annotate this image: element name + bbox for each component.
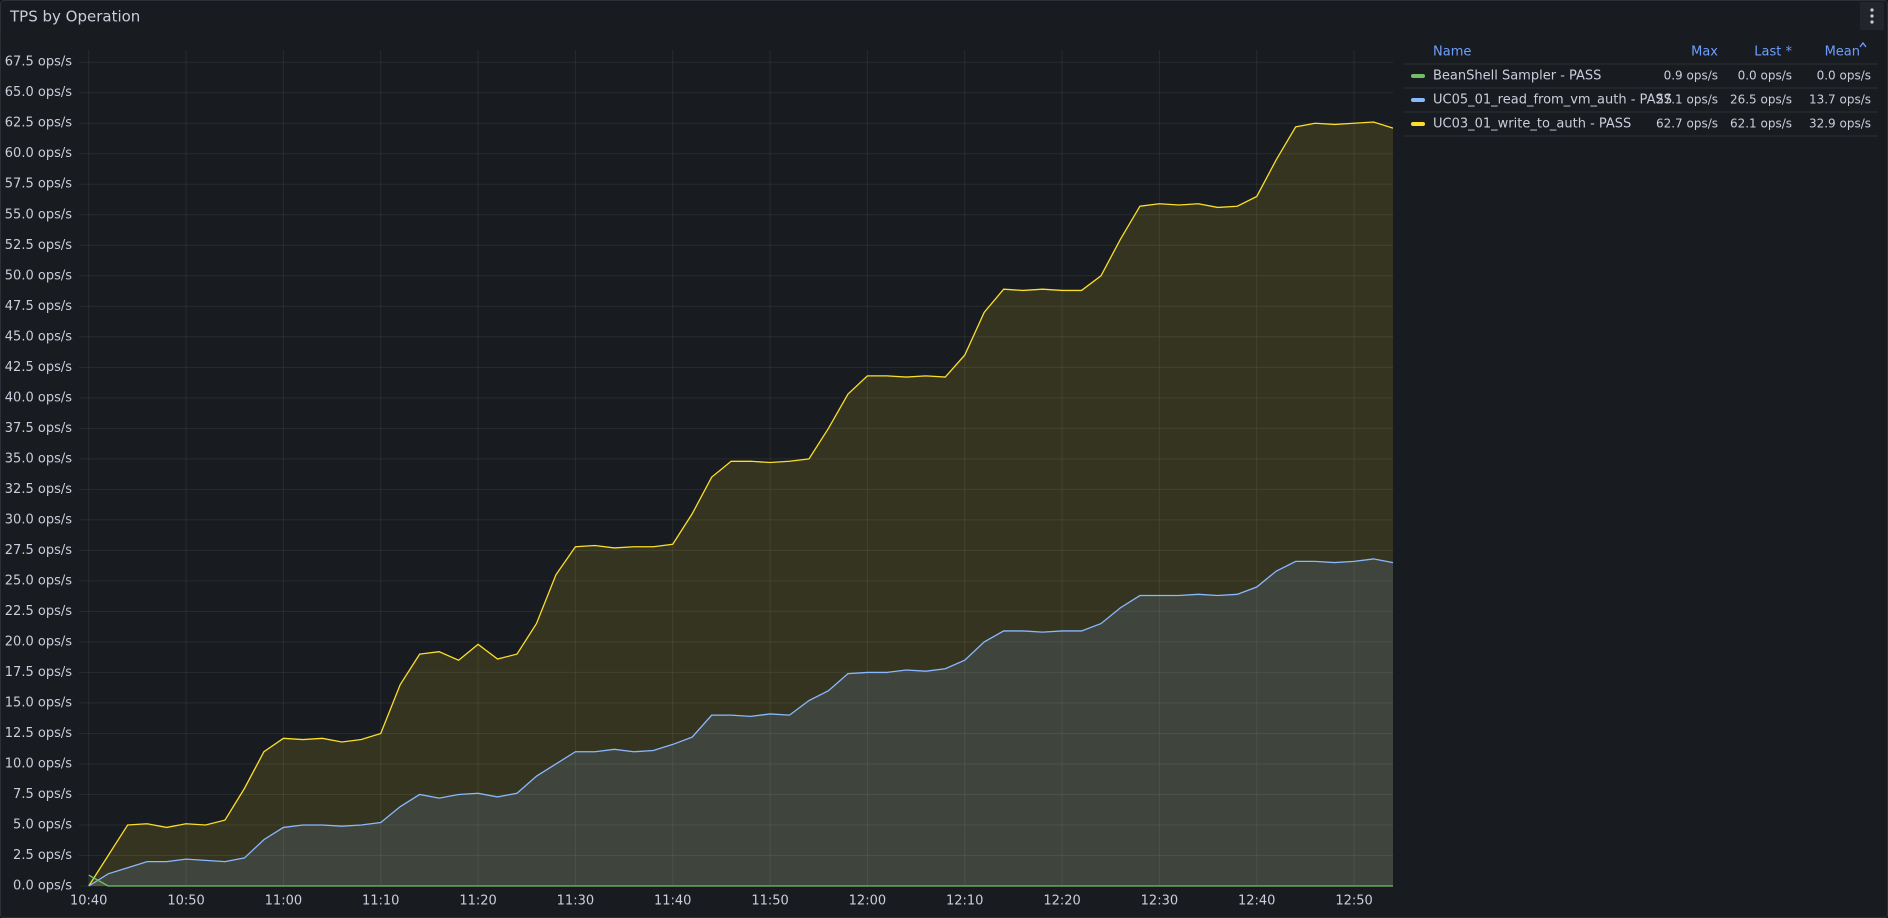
y-tick-label: 62.5 ops/s <box>5 116 72 131</box>
y-tick-label: 25.0 ops/s <box>5 573 72 588</box>
x-tick-label: 12:40 <box>1238 894 1275 909</box>
legend-stat: 32.9 ops/s <box>1809 117 1871 131</box>
y-tick-label: 12.5 ops/s <box>5 726 72 741</box>
menu-dot <box>1870 8 1874 12</box>
y-tick-label: 22.5 ops/s <box>5 604 72 619</box>
x-tick-label: 11:10 <box>362 894 399 909</box>
y-tick-label: 37.5 ops/s <box>5 421 72 436</box>
y-tick-label: 15.0 ops/s <box>5 695 72 710</box>
series-line <box>88 558 1394 887</box>
y-tick-label: 65.0 ops/s <box>5 85 72 100</box>
legend-stat: 62.7 ops/s <box>1656 117 1718 131</box>
x-tick-label: 12:30 <box>1141 894 1178 909</box>
legend-swatch <box>1411 98 1425 102</box>
y-tick-label: 32.5 ops/s <box>5 482 72 497</box>
x-tick-label: 11:30 <box>557 894 594 909</box>
legend-stat: 0.9 ops/s <box>1664 69 1718 83</box>
legend-swatch <box>1411 74 1425 78</box>
series-line <box>88 121 1394 887</box>
y-tick-label: 7.5 ops/s <box>13 787 72 802</box>
x-tick-label: 11:20 <box>459 894 496 909</box>
legend-header[interactable]: Last * <box>1754 45 1792 60</box>
y-tick-label: 40.0 ops/s <box>5 390 72 405</box>
legend-header[interactable]: Max <box>1691 45 1718 60</box>
panel-title: TPS by Operation <box>9 8 140 26</box>
x-tick-label: 12:10 <box>946 894 983 909</box>
menu-dot <box>1870 14 1874 18</box>
legend-stat: 0.0 ops/s <box>1817 69 1871 83</box>
legend-stat: 62.1 ops/s <box>1730 117 1792 131</box>
y-tick-label: 35.0 ops/s <box>5 451 72 466</box>
legend-name[interactable]: UC03_01_write_to_auth - PASS <box>1433 117 1631 132</box>
x-tick-label: 12:20 <box>1043 894 1080 909</box>
y-tick-label: 45.0 ops/s <box>5 329 72 344</box>
x-tick-label: 12:50 <box>1335 894 1372 909</box>
y-tick-label: 52.5 ops/s <box>5 238 72 253</box>
legend-swatch <box>1411 122 1425 126</box>
y-tick-label: 27.5 ops/s <box>5 543 72 558</box>
legend-name[interactable]: BeanShell Sampler - PASS <box>1433 69 1601 84</box>
legend-header[interactable]: Mean <box>1825 45 1860 60</box>
x-tick-label: 10:50 <box>167 894 204 909</box>
x-tick-label: 11:40 <box>654 894 691 909</box>
y-tick-label: 55.0 ops/s <box>5 207 72 222</box>
series-area <box>88 122 1394 886</box>
y-tick-label: 42.5 ops/s <box>5 360 72 375</box>
legend-stat: 0.0 ops/s <box>1738 69 1792 83</box>
y-tick-label: 60.0 ops/s <box>5 146 72 161</box>
legend-name[interactable]: UC05_01_read_from_vm_auth - PASS <box>1433 93 1672 108</box>
series-line <box>88 874 1393 887</box>
legend-stat: 13.7 ops/s <box>1809 93 1871 107</box>
y-tick-label: 67.5 ops/s <box>5 55 72 70</box>
y-tick-label: 47.5 ops/s <box>5 299 72 314</box>
x-tick-label: 11:50 <box>751 894 788 909</box>
y-tick-label: 17.5 ops/s <box>5 665 72 680</box>
y-tick-label: 10.0 ops/s <box>5 756 72 771</box>
y-tick-label: 30.0 ops/s <box>5 512 72 527</box>
sort-indicator <box>1859 41 1867 48</box>
x-tick-label: 11:00 <box>265 894 302 909</box>
menu-dot <box>1870 20 1874 24</box>
legend-header[interactable]: Name <box>1433 45 1471 60</box>
y-tick-label: 50.0 ops/s <box>5 268 72 283</box>
y-tick-label: 5.0 ops/s <box>13 817 72 832</box>
legend-stat: 26.5 ops/s <box>1730 93 1792 107</box>
y-tick-label: 57.5 ops/s <box>5 177 72 192</box>
y-tick-label: 0.0 ops/s <box>13 879 72 894</box>
y-tick-label: 2.5 ops/s <box>13 848 72 863</box>
series-area <box>88 558 1394 886</box>
legend-stat: 27.1 ops/s <box>1656 93 1718 107</box>
x-tick-label: 12:00 <box>849 894 886 909</box>
panel-menu[interactable] <box>1860 2 1884 30</box>
x-tick-label: 10:40 <box>70 894 107 909</box>
y-tick-label: 20.0 ops/s <box>5 634 72 649</box>
